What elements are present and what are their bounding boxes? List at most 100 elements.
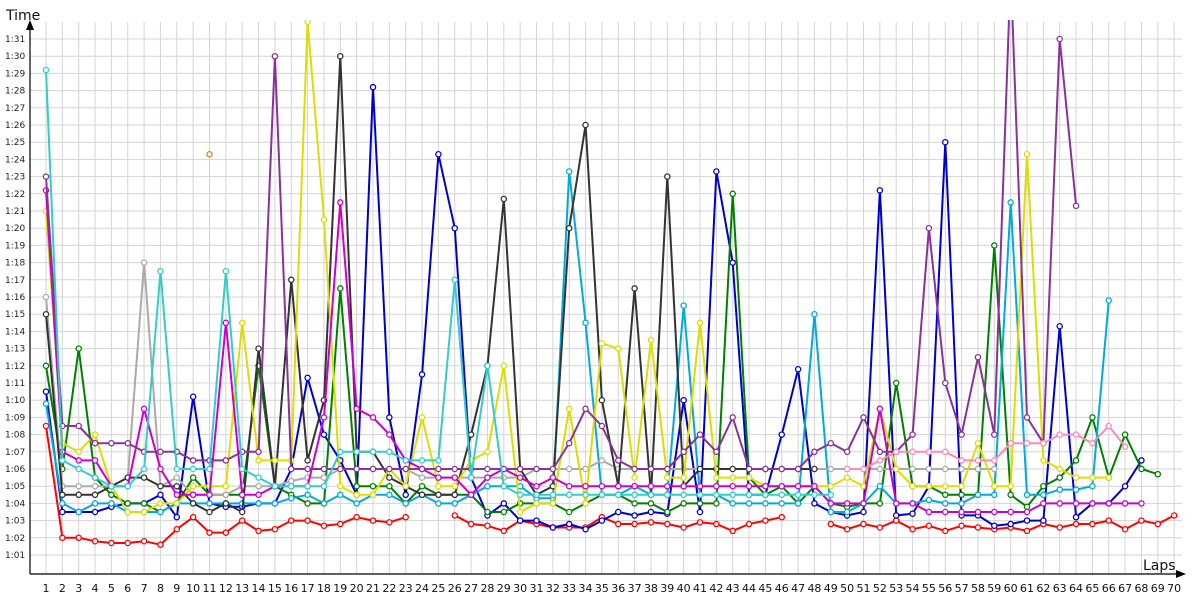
x-tick-label: 50	[840, 582, 854, 595]
data-point	[157, 465, 164, 473]
data-point	[255, 457, 262, 464]
data-point	[287, 477, 295, 485]
data-point	[745, 482, 753, 490]
data-point	[942, 500, 949, 507]
data-point	[680, 482, 687, 490]
x-tick-label: 51	[857, 582, 871, 595]
data-point	[843, 500, 851, 507]
data-point	[1040, 439, 1047, 447]
data-point	[467, 520, 475, 528]
data-point	[108, 439, 115, 447]
x-tick-label: 16	[284, 582, 298, 595]
data-point	[75, 457, 82, 464]
data-point	[271, 500, 279, 507]
data-point	[353, 465, 360, 473]
data-point	[582, 319, 589, 327]
data-point	[91, 482, 99, 490]
data-point	[353, 513, 360, 521]
data-point	[745, 465, 753, 473]
data-point	[778, 482, 786, 490]
data-point	[108, 482, 115, 490]
y-tick-label: 1:25	[5, 138, 25, 148]
x-tick-label: 11	[203, 582, 217, 595]
data-point	[876, 448, 884, 456]
data-point	[991, 491, 998, 499]
data-point	[451, 500, 458, 507]
data-point	[320, 500, 328, 507]
x-tick-label: 18	[317, 582, 331, 595]
x-ticks: 1 2 3 4 5 6 7 8 9 10 11 12 13 14 15 16 17 18 19 20 21 22 23 24 2…	[43, 582, 1182, 595]
data-point	[369, 482, 377, 490]
data-point	[1007, 508, 1014, 516]
data-point	[1023, 414, 1031, 421]
data-point	[238, 465, 246, 473]
data-point	[435, 500, 442, 507]
data-point	[59, 500, 66, 507]
data-point	[157, 500, 164, 507]
data-point	[271, 525, 279, 533]
series-line	[45, 20, 1078, 470]
x-tick-label: 1	[43, 582, 50, 595]
x-tick-label: 67	[1118, 582, 1132, 595]
data-point	[909, 431, 916, 438]
x-tick-label: 3	[75, 582, 82, 595]
data-point	[75, 508, 82, 516]
data-point	[304, 491, 311, 499]
data-point	[418, 465, 426, 473]
data-point	[631, 491, 638, 499]
data-point	[631, 285, 638, 292]
data-point	[778, 491, 786, 499]
data-point	[91, 457, 99, 464]
data-point	[729, 500, 736, 507]
data-point	[386, 482, 393, 490]
y-tick-label: 1:28	[5, 87, 25, 97]
data-point	[549, 465, 557, 473]
data-point	[680, 448, 687, 456]
y-tick-label: 1:01	[5, 551, 25, 561]
data-point	[206, 150, 213, 158]
data-point	[337, 491, 344, 499]
data-point	[140, 500, 148, 507]
data-point	[369, 465, 377, 473]
x-tick-label: 2	[59, 582, 66, 595]
data-point	[991, 242, 998, 249]
data-point	[582, 491, 589, 499]
data-point	[958, 500, 965, 507]
data-point	[206, 500, 213, 507]
data-point	[565, 520, 573, 528]
data-point	[794, 482, 802, 490]
data-point	[680, 491, 687, 499]
data-point	[1056, 35, 1063, 43]
data-point	[925, 224, 933, 232]
data-point	[516, 465, 524, 473]
data-point	[140, 474, 148, 481]
data-point	[1023, 439, 1031, 447]
data-point	[173, 482, 181, 490]
data-point	[615, 491, 622, 499]
data-point	[1007, 520, 1014, 528]
data-point	[124, 539, 132, 547]
data-point	[1056, 465, 1063, 473]
data-point	[647, 482, 655, 490]
data-point	[435, 457, 442, 464]
data-point	[516, 474, 524, 481]
x-tick-label: 61	[1020, 582, 1034, 595]
x-tick-label: 47	[791, 582, 805, 595]
data-point	[304, 517, 311, 524]
x-tick-label: 19	[333, 582, 347, 595]
data-point	[827, 500, 835, 507]
data-point	[713, 482, 720, 490]
data-point	[794, 500, 802, 507]
data-point	[467, 431, 475, 438]
data-point	[124, 482, 132, 490]
data-point	[255, 527, 262, 535]
data-point	[500, 362, 508, 370]
data-point	[337, 520, 344, 528]
data-point	[925, 508, 933, 516]
x-tick-label: 56	[938, 582, 952, 595]
data-point	[516, 508, 524, 516]
data-point	[320, 474, 328, 481]
data-point	[287, 517, 295, 524]
grid	[30, 22, 1182, 574]
data-point	[124, 508, 132, 516]
